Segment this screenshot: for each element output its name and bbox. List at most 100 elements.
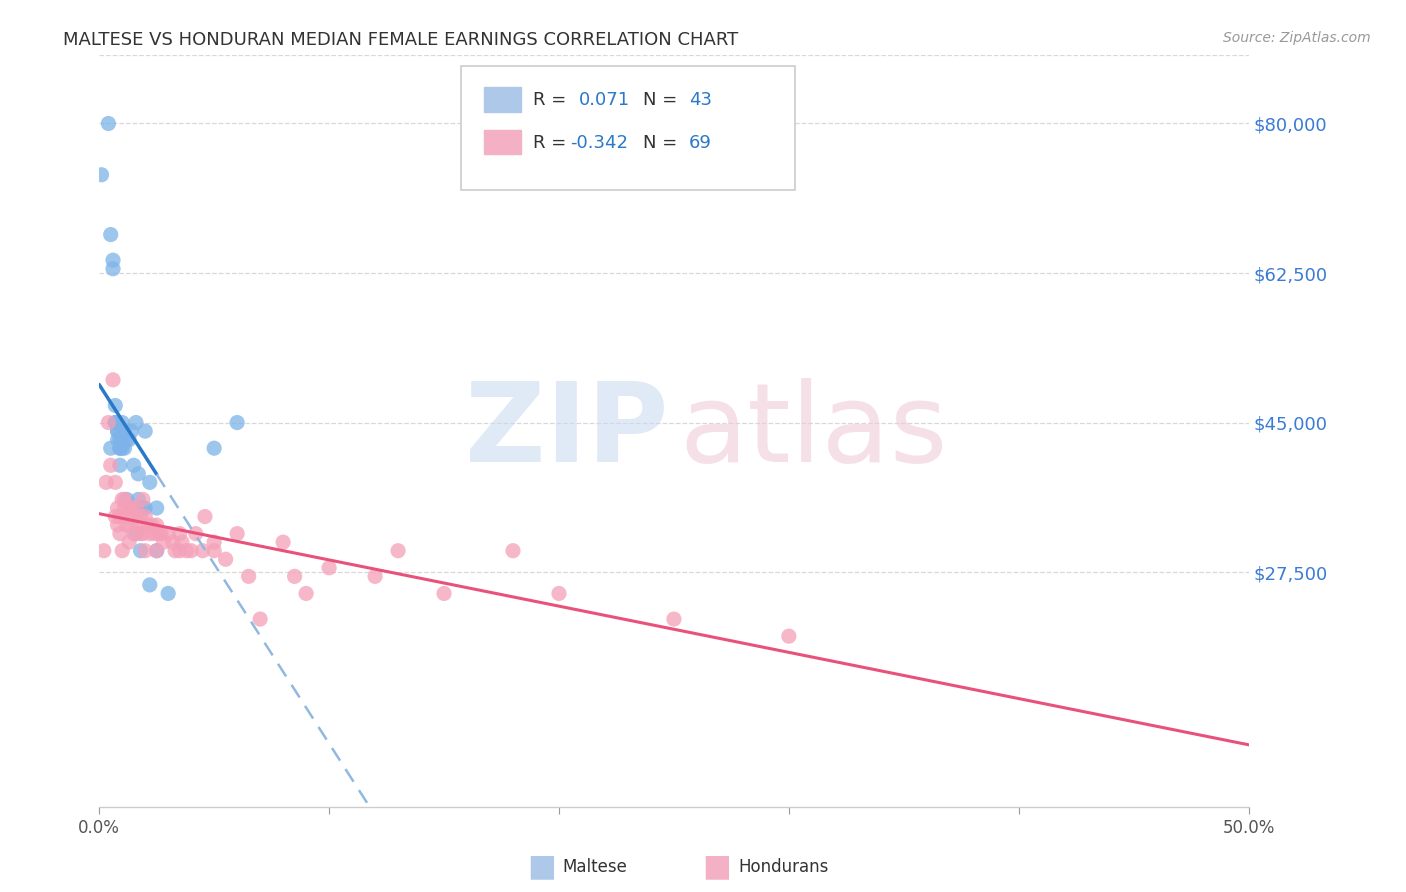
Point — [176, 543, 198, 558]
Point — [120, 501, 142, 516]
Point — [194, 509, 217, 524]
Text: Maltese: Maltese — [562, 858, 627, 876]
Point — [132, 492, 155, 507]
Text: R =: R = — [533, 90, 571, 109]
Point — [97, 116, 120, 130]
Point — [145, 501, 167, 516]
Point — [169, 543, 191, 558]
Point — [152, 535, 174, 549]
Point — [127, 467, 149, 481]
Point — [108, 441, 131, 455]
Text: 43: 43 — [689, 90, 711, 109]
Point — [139, 526, 162, 541]
Point — [108, 441, 131, 455]
Point — [145, 518, 167, 533]
Text: 69: 69 — [689, 134, 711, 153]
Point — [778, 629, 800, 643]
Point — [115, 509, 138, 524]
Point — [122, 458, 145, 473]
Point — [141, 518, 163, 533]
Point — [170, 535, 193, 549]
Point — [226, 526, 249, 541]
Point — [101, 253, 124, 268]
Point — [100, 441, 122, 455]
Point — [433, 586, 456, 600]
Point — [100, 458, 122, 473]
Point — [249, 612, 271, 626]
Point — [118, 535, 141, 549]
Point — [118, 501, 141, 516]
Point — [148, 526, 170, 541]
Point — [662, 612, 685, 626]
Point — [202, 441, 225, 455]
Text: -0.342: -0.342 — [571, 134, 628, 153]
Point — [238, 569, 260, 583]
Point — [226, 416, 249, 430]
Point — [108, 526, 131, 541]
Point — [100, 227, 122, 242]
Point — [108, 433, 131, 447]
Point — [143, 526, 166, 541]
Point — [114, 501, 136, 516]
Point — [145, 543, 167, 558]
Point — [132, 526, 155, 541]
FancyBboxPatch shape — [484, 130, 522, 154]
Point — [107, 433, 129, 447]
Point — [127, 492, 149, 507]
Text: N =: N = — [643, 134, 683, 153]
Point — [284, 569, 307, 583]
Point — [129, 526, 152, 541]
Point — [115, 492, 138, 507]
Point — [139, 578, 162, 592]
Point — [162, 535, 184, 549]
Point — [202, 535, 225, 549]
Point — [125, 501, 148, 516]
Point — [122, 509, 145, 524]
Point — [134, 543, 156, 558]
Point — [104, 399, 127, 413]
Point — [104, 475, 127, 490]
Point — [139, 475, 162, 490]
Point — [120, 518, 142, 533]
Point — [169, 526, 191, 541]
Point — [134, 424, 156, 438]
Point — [120, 424, 142, 438]
Point — [125, 526, 148, 541]
Point — [111, 441, 134, 455]
Point — [180, 543, 202, 558]
Point — [387, 543, 409, 558]
Text: N =: N = — [643, 90, 683, 109]
Point — [118, 501, 141, 516]
Text: Hondurans: Hondurans — [738, 858, 828, 876]
Point — [93, 543, 115, 558]
Point — [122, 526, 145, 541]
Point — [125, 509, 148, 524]
Point — [115, 518, 138, 533]
Point — [114, 441, 136, 455]
Text: R =: R = — [533, 134, 571, 153]
Point — [202, 543, 225, 558]
Point — [132, 501, 155, 516]
Point — [107, 424, 129, 438]
Point — [136, 518, 159, 533]
Point — [94, 475, 117, 490]
Point — [157, 586, 180, 600]
Point — [104, 416, 127, 430]
Point — [548, 586, 571, 600]
Point — [111, 424, 134, 438]
FancyBboxPatch shape — [484, 87, 522, 112]
Point — [107, 424, 129, 438]
Point — [191, 543, 214, 558]
Point — [271, 535, 294, 549]
Point — [111, 543, 134, 558]
Point — [118, 433, 141, 447]
Point — [107, 518, 129, 533]
Text: atlas: atlas — [679, 377, 948, 484]
Point — [129, 509, 152, 524]
Text: MALTESE VS HONDURAN MEDIAN FEMALE EARNINGS CORRELATION CHART: MALTESE VS HONDURAN MEDIAN FEMALE EARNIN… — [63, 31, 738, 49]
Point — [111, 416, 134, 430]
Point — [115, 433, 138, 447]
Text: 0.071: 0.071 — [578, 90, 630, 109]
Point — [214, 552, 236, 566]
Point — [150, 526, 173, 541]
